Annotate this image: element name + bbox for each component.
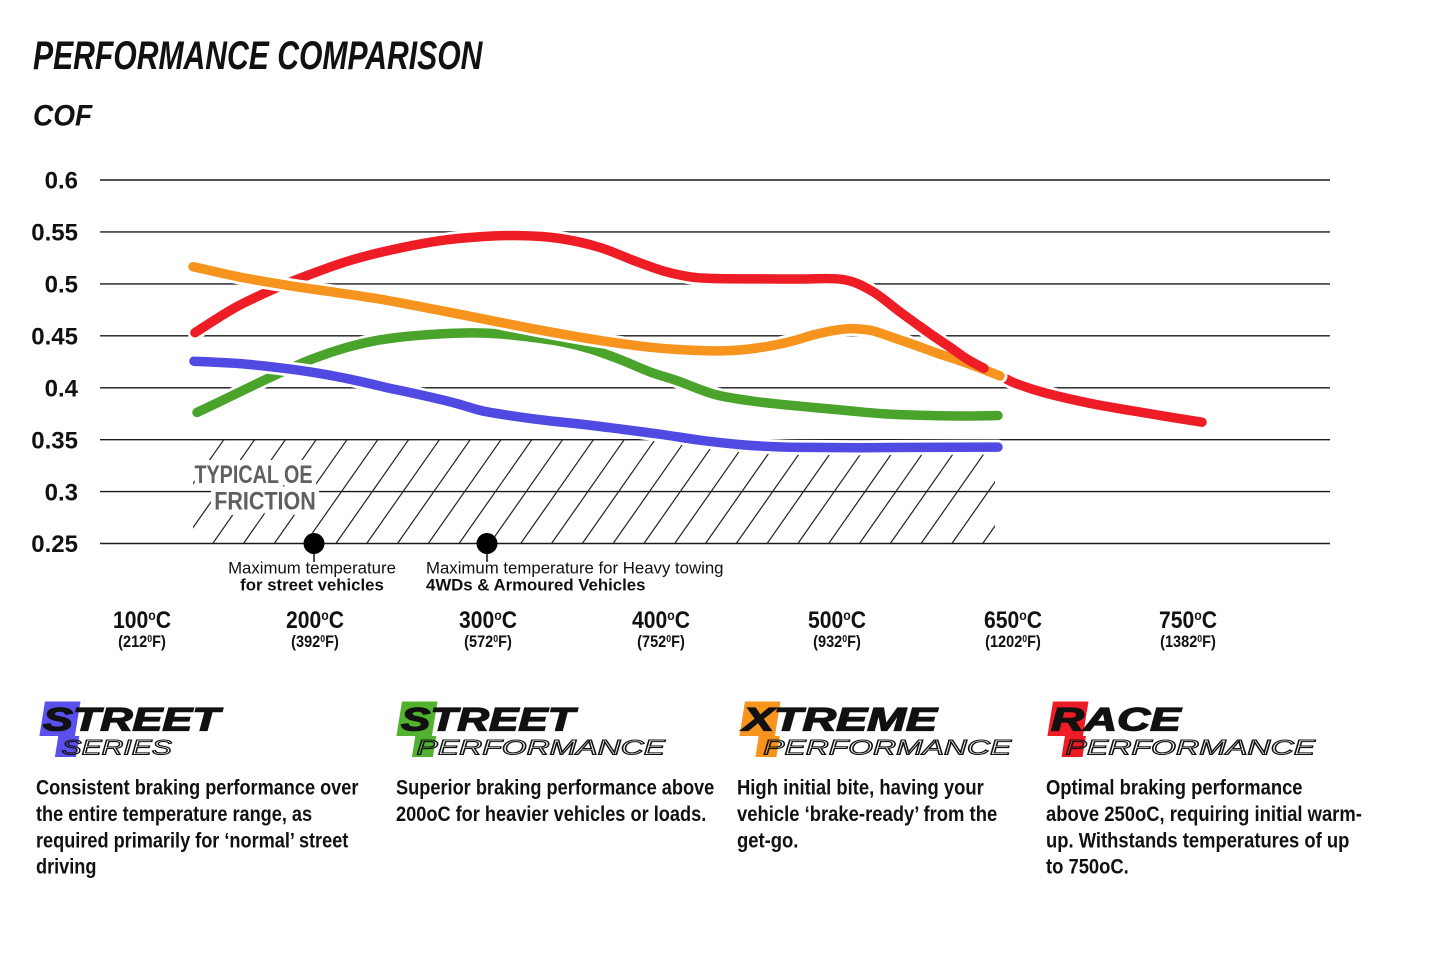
svg-text:0.25: 0.25 xyxy=(31,531,78,558)
svg-text:0.4: 0.4 xyxy=(45,376,79,403)
svg-text:Superior braking performance a: Superior braking performance above 200oC … xyxy=(396,776,714,826)
svg-text:COF: COF xyxy=(33,100,94,133)
svg-text:XTREME: XTREME xyxy=(741,702,939,737)
svg-text:STREET: STREET xyxy=(401,702,579,738)
svg-text:(12020F): (12020F) xyxy=(985,632,1041,651)
svg-text:Consistent braking performance: Consistent braking performance over the e… xyxy=(36,776,359,879)
svg-text:400oC: 400oC xyxy=(632,607,690,634)
svg-text:STREET: STREET xyxy=(43,703,223,738)
svg-text:300oC: 300oC xyxy=(459,607,517,634)
svg-text:750oC: 750oC xyxy=(1159,607,1217,634)
svg-text:for street vehicles: for street vehicles xyxy=(240,576,384,595)
svg-text:(2120F): (2120F) xyxy=(118,632,166,651)
svg-text:0.55: 0.55 xyxy=(31,220,78,247)
svg-text:(5720F): (5720F) xyxy=(464,632,512,651)
svg-text:4WDs & Armoured Vehicles: 4WDs & Armoured Vehicles xyxy=(426,576,645,595)
svg-text:(3920F): (3920F) xyxy=(291,632,339,651)
svg-text:0.3: 0.3 xyxy=(45,479,78,506)
svg-text:RACE: RACE xyxy=(1051,702,1183,738)
svg-text:0.45: 0.45 xyxy=(31,324,78,351)
svg-text:FRICTION: FRICTION xyxy=(214,487,315,515)
svg-text:0.35: 0.35 xyxy=(31,427,78,454)
svg-text:0.6: 0.6 xyxy=(45,168,78,195)
svg-text:PERFORMANCE: PERFORMANCE xyxy=(417,735,667,759)
svg-text:0.5: 0.5 xyxy=(45,272,78,299)
svg-text:(13820F): (13820F) xyxy=(1160,632,1216,651)
svg-text:(7520F): (7520F) xyxy=(637,632,685,651)
svg-text:(9320F): (9320F) xyxy=(813,632,861,651)
svg-text:500oC: 500oC xyxy=(808,607,866,634)
svg-text:High initial bite, having your: High initial bite, having your vehicle ‘b… xyxy=(737,776,997,852)
svg-text:PERFORMANCE: PERFORMANCE xyxy=(763,735,1012,759)
svg-text:200oC: 200oC xyxy=(286,607,344,634)
svg-text:PERFORMANCE COMPARISON: PERFORMANCE COMPARISON xyxy=(33,33,484,78)
svg-text:Maximum temperature: Maximum temperature xyxy=(228,559,396,578)
svg-text:SERIES: SERIES xyxy=(62,735,173,760)
svg-text:Maximum temperature for Heavy: Maximum temperature for Heavy towing xyxy=(426,559,724,578)
svg-text:650oC: 650oC xyxy=(984,607,1042,634)
svg-text:PERFORMANCE: PERFORMANCE xyxy=(1065,735,1316,759)
svg-text:TYPICAL OE: TYPICAL OE xyxy=(194,461,312,489)
svg-text:100oC: 100oC xyxy=(113,607,171,634)
